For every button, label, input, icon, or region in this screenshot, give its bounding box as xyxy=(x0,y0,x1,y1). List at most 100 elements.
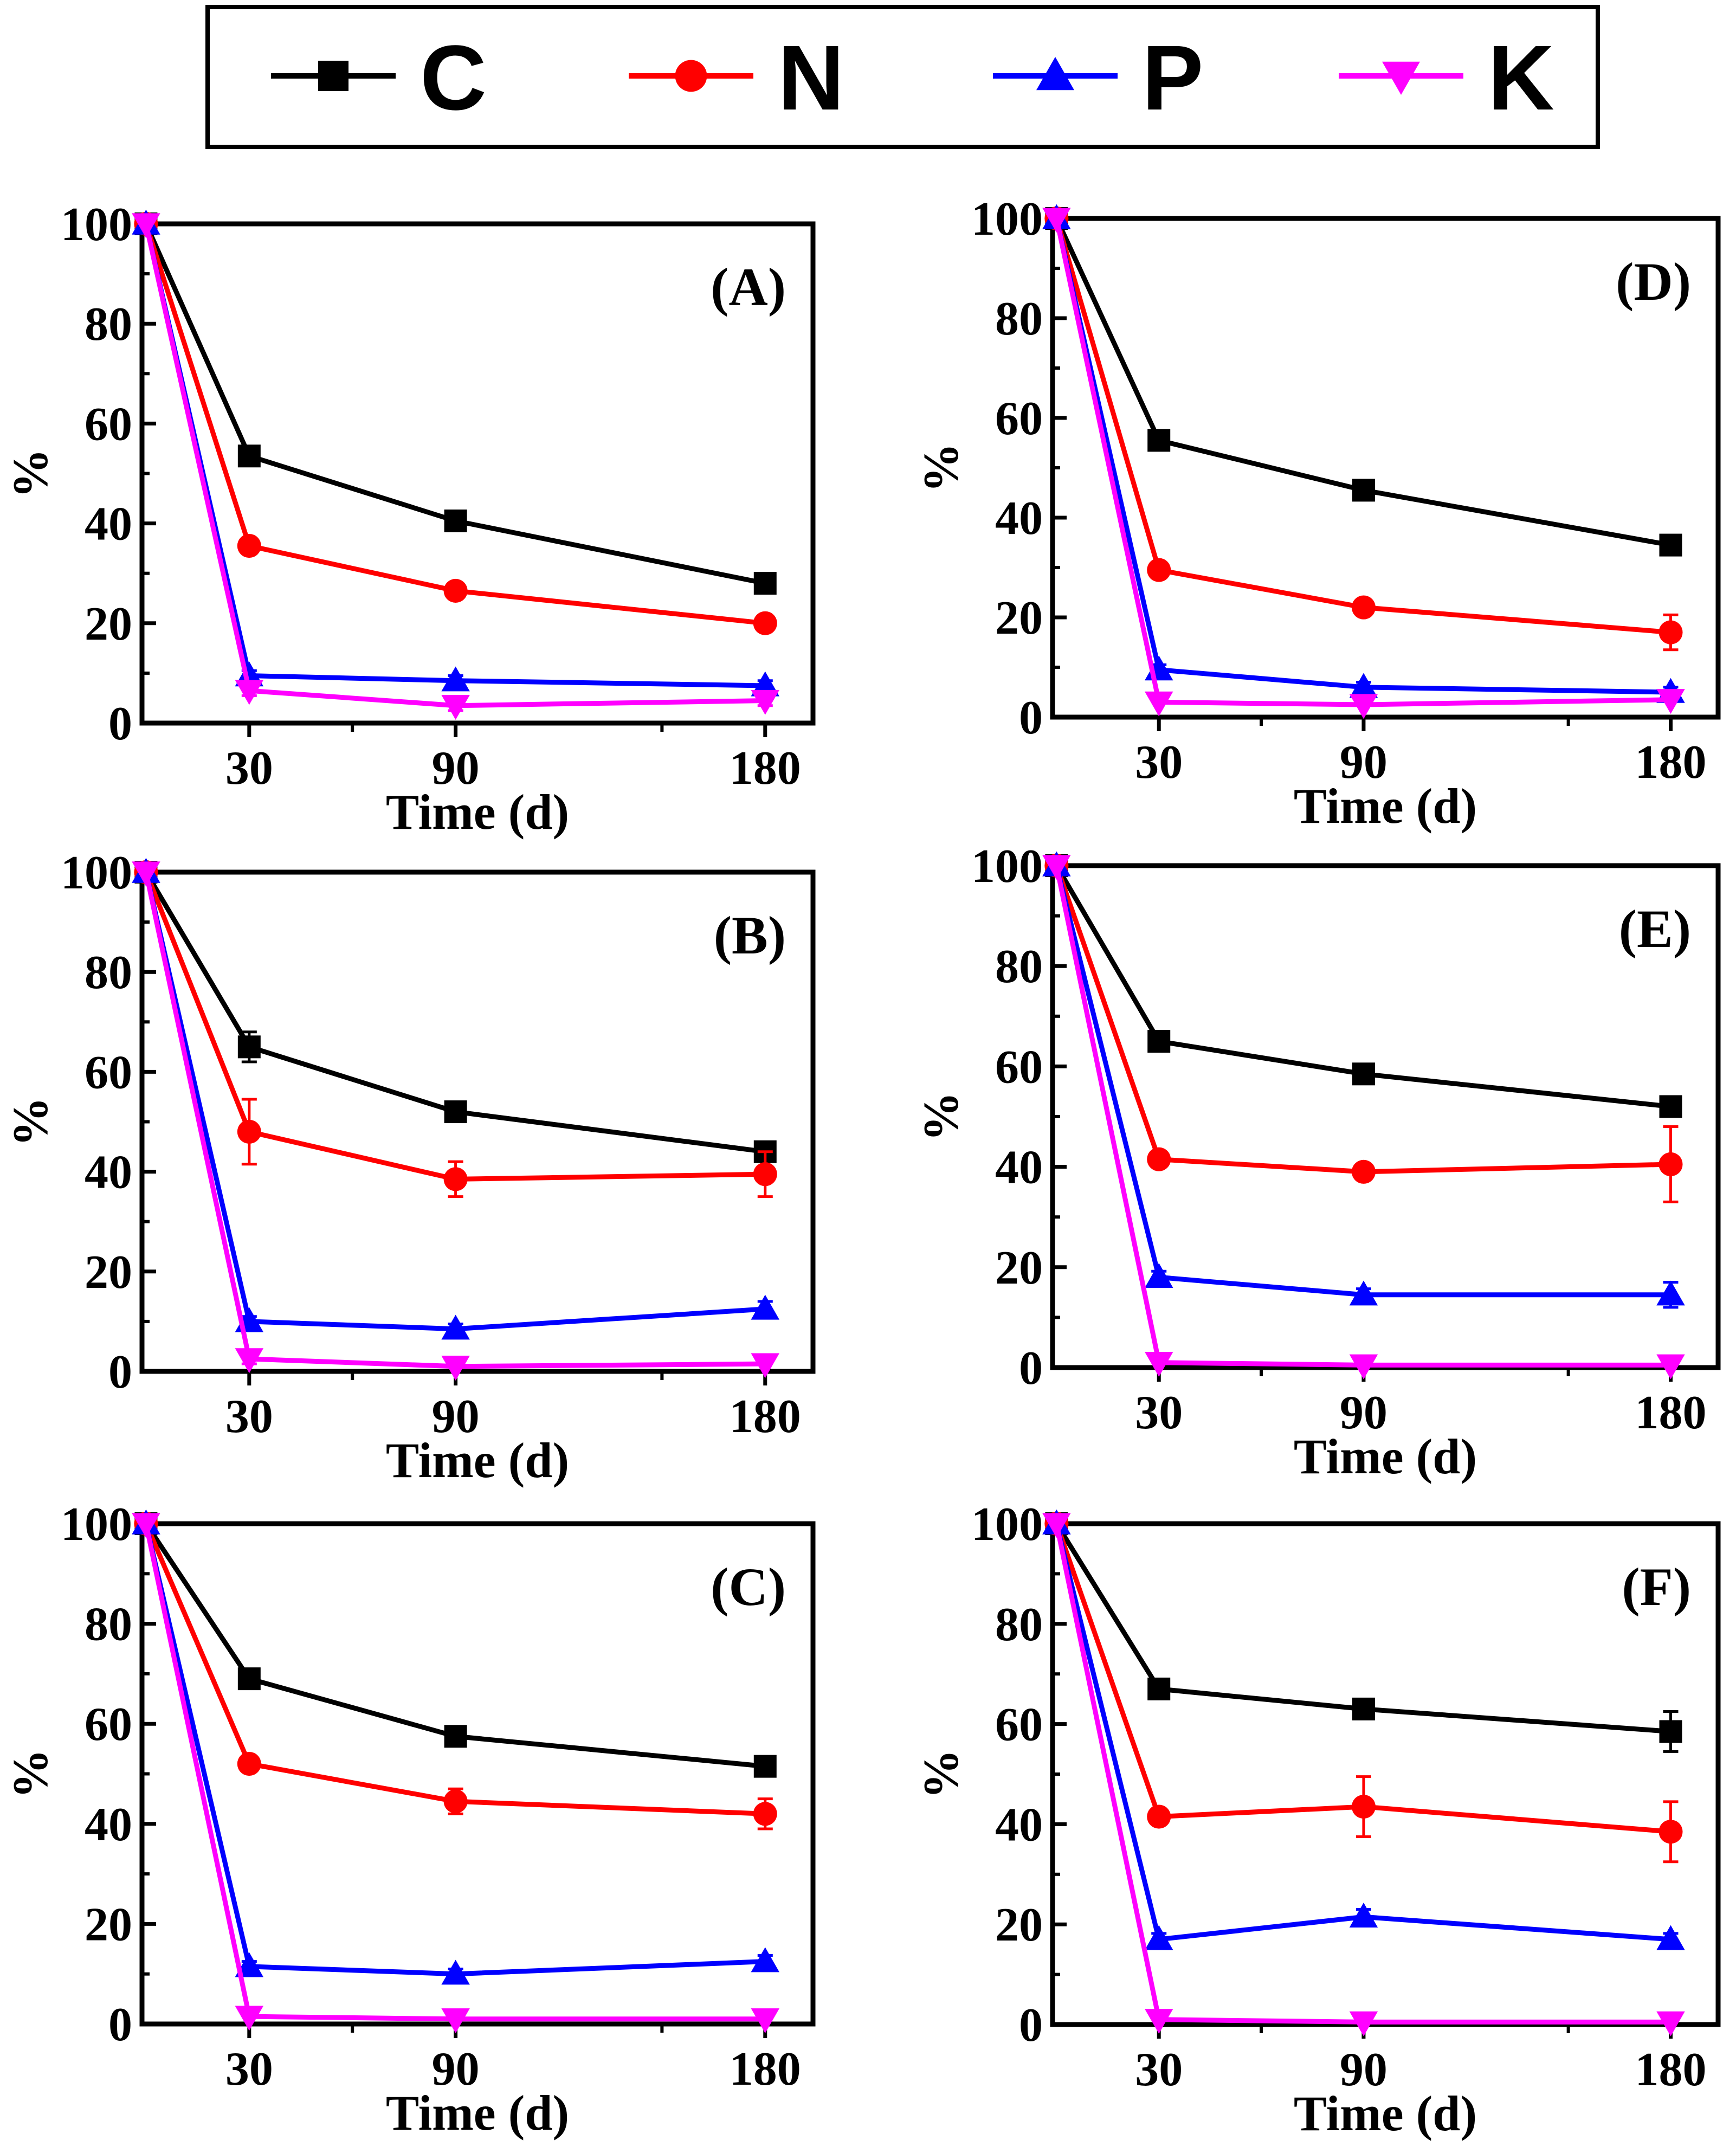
data-point-c xyxy=(237,444,261,468)
y-tick-label: 80 xyxy=(85,298,132,351)
data-point-c xyxy=(1147,1030,1171,1053)
panel-b: 0 20 40 60 80 100 30 90 180 Time (d)% (B) xyxy=(3,847,816,1488)
x-tick-label: 90 xyxy=(432,742,480,795)
panel-label: (E) xyxy=(1619,899,1691,959)
series-line-p xyxy=(144,871,766,1332)
series-n xyxy=(1044,1511,1683,1864)
y-axis-label: % xyxy=(3,1749,58,1799)
data-point-n xyxy=(237,533,261,558)
data-point-k xyxy=(751,2008,780,2034)
x-tick-label: 90 xyxy=(1340,736,1387,789)
series-line-n xyxy=(144,223,766,626)
x-axis-label: Time (d) xyxy=(1294,1429,1477,1484)
x-tick-label: 180 xyxy=(730,1390,801,1443)
legend-item-n: N xyxy=(629,27,844,130)
data-point-c xyxy=(753,572,777,595)
series-line-c xyxy=(144,1522,766,1769)
x-tick-label: 30 xyxy=(1135,736,1183,789)
y-tick-label: 40 xyxy=(995,1799,1043,1851)
series-line-n xyxy=(144,871,765,1182)
y-tick-label: 0 xyxy=(1019,692,1043,744)
data-point-n xyxy=(753,1162,777,1187)
y-tick-label: 100 xyxy=(971,840,1043,893)
y-tick-label: 20 xyxy=(85,1246,132,1299)
series-c xyxy=(1045,854,1682,1118)
data-point-k xyxy=(1144,691,1173,717)
series-c xyxy=(134,212,777,595)
series-line-k xyxy=(144,1523,765,2022)
series-line-k xyxy=(144,223,765,708)
data-point-n xyxy=(753,1802,777,1826)
data-point-k xyxy=(1656,2011,1685,2036)
y-tick-label: 100 xyxy=(61,1498,132,1551)
series-n xyxy=(134,1511,777,1830)
y-tick-label: 0 xyxy=(108,698,132,750)
data-point-k xyxy=(751,1353,780,1378)
panel-label: (F) xyxy=(1622,1557,1691,1617)
series-line-c xyxy=(1054,1522,1671,1734)
data-point-k xyxy=(1656,689,1685,714)
y-tick-label: 60 xyxy=(995,1041,1043,1093)
legend-marker-k xyxy=(1382,61,1420,95)
data-point-n xyxy=(1658,1820,1683,1844)
x-axis-label: Time (d) xyxy=(386,784,569,840)
data-point-n xyxy=(1658,620,1683,644)
series-k xyxy=(1042,1513,1685,2036)
series-k xyxy=(1042,208,1685,719)
data-point-p xyxy=(1349,673,1378,698)
data-point-p xyxy=(1656,1925,1685,1950)
y-tick-label: 20 xyxy=(995,1899,1043,1951)
legend-label-p: P xyxy=(1142,27,1203,130)
x-tick-label: 180 xyxy=(1635,2044,1706,2096)
series-line-c xyxy=(144,871,766,1155)
y-axis-label: % xyxy=(913,1749,969,1799)
y-tick-label: 60 xyxy=(85,1698,132,1751)
y-tick-label: 20 xyxy=(995,1242,1043,1294)
series-k xyxy=(132,861,780,1381)
series-n xyxy=(134,860,777,1198)
legend-marker-c xyxy=(318,61,349,91)
data-point-n xyxy=(237,1751,261,1776)
data-point-p xyxy=(1144,1925,1173,1950)
y-tick-label: 60 xyxy=(995,392,1043,445)
series-line-n xyxy=(1054,217,1671,635)
series-k xyxy=(132,1513,780,2034)
y-tick-label: 0 xyxy=(1019,1342,1043,1395)
panel-label: (D) xyxy=(1616,252,1691,312)
data-point-p xyxy=(1349,1903,1378,1928)
y-tick-label: 80 xyxy=(995,1598,1043,1651)
x-axis-label: Time (d) xyxy=(1294,778,1477,834)
data-point-c xyxy=(1147,1677,1171,1700)
data-point-p xyxy=(1656,1280,1685,1306)
data-point-k xyxy=(132,213,160,238)
data-point-p xyxy=(441,1959,470,1985)
y-tick-label: 80 xyxy=(85,946,132,999)
panel-d: 0 20 40 60 80 100 30 90 180 Time (d)% (D) xyxy=(913,193,1721,834)
data-point-k xyxy=(751,689,780,715)
x-tick-label: 30 xyxy=(225,2043,273,2096)
panels: 0 20 40 60 80 100 30 90 180 Time (d)% (A) 0 20 40 60 80… xyxy=(3,193,1721,2141)
x-tick-label: 180 xyxy=(1635,736,1706,789)
data-point-c xyxy=(1352,1697,1375,1720)
data-point-p xyxy=(441,666,470,692)
data-point-c xyxy=(444,1100,467,1124)
series-n xyxy=(1044,853,1683,1203)
legend-marker-n xyxy=(675,60,707,92)
y-tick-label: 0 xyxy=(108,1999,132,2051)
y-axis-label: % xyxy=(913,1092,969,1142)
x-tick-label: 180 xyxy=(730,742,801,795)
data-point-k xyxy=(441,1356,470,1381)
data-point-p xyxy=(751,1294,780,1320)
data-point-k xyxy=(1144,2009,1173,2034)
x-tick-label: 30 xyxy=(225,1390,273,1443)
data-point-k xyxy=(1349,694,1378,719)
series-p xyxy=(1042,1509,1685,1950)
x-tick-label: 90 xyxy=(432,1390,480,1443)
y-tick-label: 80 xyxy=(85,1598,132,1651)
series-line-k xyxy=(1054,1523,1671,2025)
data-point-c xyxy=(237,1667,261,1691)
y-tick-label: 80 xyxy=(995,293,1043,345)
legend-label-k: K xyxy=(1488,27,1554,130)
